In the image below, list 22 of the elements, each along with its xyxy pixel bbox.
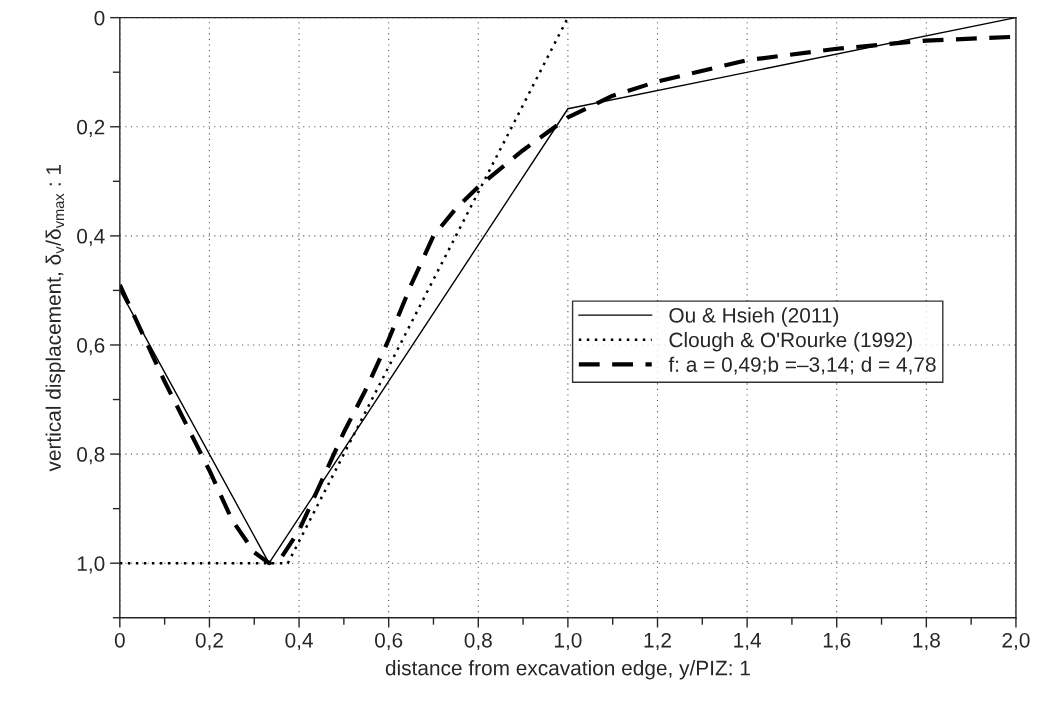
- y-tick-label: 0: [94, 10, 105, 26]
- y-tick-label: 0,2: [77, 119, 105, 137]
- y-tick-label: 0,4: [77, 228, 105, 247]
- x-tick-label: 0,2: [195, 632, 223, 651]
- x-tick-label: 1,2: [644, 632, 671, 651]
- x-tick-label: 0: [114, 632, 125, 648]
- x-tick-label: 2,0: [1002, 632, 1030, 651]
- y-tick-label: 0,6: [77, 337, 105, 356]
- y-axis-title: vertical displacement, δ$_{v}$/δ$_{vmax}$ : 1: [45, 164, 66, 472]
- y-tick-label: 0,8: [77, 447, 105, 465]
- x-tick-label: 1,0: [555, 632, 582, 651]
- y-tick-label: 1,0: [77, 556, 105, 574]
- legend-label: Ou & Hsieh (2011): [669, 307, 839, 327]
- legend-label: Clough & O'Rourke (1992): [669, 331, 912, 352]
- x-tick-label: 1,6: [823, 632, 851, 651]
- x-tick-label: 1,4: [734, 633, 761, 651]
- x-tick-label: 1,8: [913, 632, 940, 651]
- x-tick-label: 0,8: [464, 632, 492, 651]
- x-tick-label: 0,4: [285, 632, 313, 651]
- legend-label: f: a = 0,49;b =–3,14; d = 4,78: [668, 356, 936, 375]
- x-axis-title: distance from excavation edge, y/PIZ: 1: [385, 660, 750, 680]
- x-tick-label: 0,6: [375, 632, 403, 651]
